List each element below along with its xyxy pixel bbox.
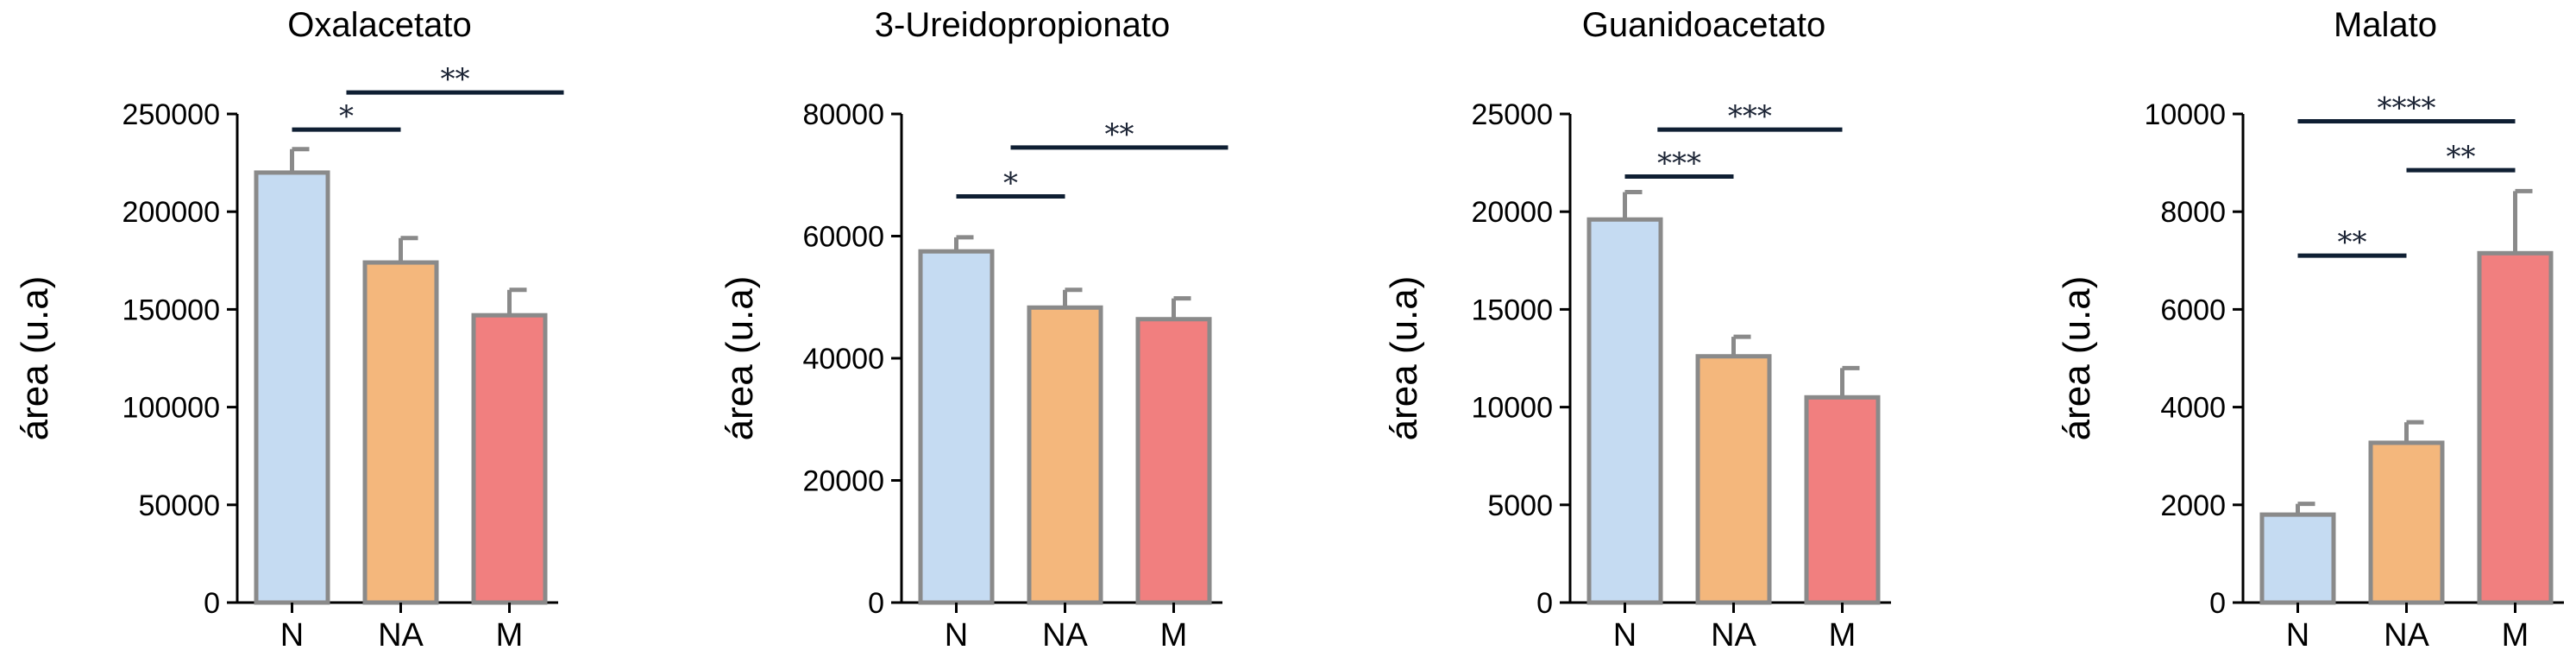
y-tick-label: 10000: [2144, 98, 2226, 131]
x-tick-label: N: [1613, 617, 1637, 654]
y-tick-label: 200000: [123, 196, 220, 229]
y-tick-label: 60000: [802, 221, 884, 254]
bar-na: [1027, 305, 1103, 605]
y-tick-label: 2000: [2160, 489, 2226, 522]
x-tick-label: M: [1829, 617, 1857, 654]
bar-na: [362, 260, 439, 605]
y-tick-label: 10000: [1471, 392, 1553, 425]
y-tick-label: 4000: [2160, 392, 2226, 425]
y-tick-label: 6000: [2160, 294, 2226, 326]
bar-na: [1695, 354, 1772, 605]
x-tick-label: NA: [1042, 617, 1088, 654]
chart-title: 3-Ureidopropionato: [875, 6, 1170, 44]
chart-panel-1: 3-Ureidopropionato área (u.a) 0 20000 40000 6…: [719, 6, 1228, 654]
y-tick-label: 250000: [123, 98, 220, 131]
chart-panel-2: Guanidoacetato área (u.a) 0 5000 10000 15000 2…: [1383, 6, 1891, 654]
significance-label: **: [2338, 225, 2367, 260]
y-tick-label: 25000: [1471, 98, 1553, 131]
significance-label: **: [1105, 117, 1134, 152]
bar-n: [254, 170, 330, 605]
y-tick-label: 20000: [802, 465, 884, 498]
bar-na: [2368, 440, 2445, 605]
y-tick-label: 0: [2209, 587, 2226, 620]
y-axis-label: área (u.a): [719, 276, 761, 441]
y-axis-label: área (u.a): [14, 276, 56, 441]
y-tick-label: 5000: [1487, 489, 1553, 522]
bar-m: [2477, 250, 2554, 605]
bar-n: [2259, 512, 2336, 605]
significance-label: ***: [1728, 99, 1772, 134]
x-tick-label: M: [496, 617, 524, 654]
x-tick-label: N: [2286, 617, 2309, 654]
y-tick-label: 0: [868, 587, 884, 620]
bar-n: [918, 249, 995, 605]
y-tick-label: 100000: [123, 392, 220, 425]
bar-m: [1804, 395, 1881, 605]
bar-m: [1135, 317, 1212, 605]
significance-label: ****: [2378, 91, 2436, 125]
y-tick-label: 40000: [802, 343, 884, 376]
y-axis-label: área (u.a): [2056, 276, 2098, 441]
y-tick-label: 80000: [802, 98, 884, 131]
chart-title: Guanidoacetato: [1582, 6, 1825, 44]
significance-label: **: [2447, 140, 2476, 174]
x-tick-label: M: [1160, 617, 1188, 654]
x-tick-label: N: [280, 617, 304, 654]
x-tick-label: M: [2502, 617, 2529, 654]
chart-title: Malato: [2334, 6, 2437, 44]
x-tick-label: NA: [378, 617, 424, 654]
x-tick-label: NA: [2384, 617, 2429, 654]
bar-n: [1586, 217, 1663, 605]
y-tick-label: 15000: [1471, 294, 1553, 326]
x-tick-label: NA: [1711, 617, 1756, 654]
significance-label: *: [1003, 167, 1018, 201]
y-tick-label: 150000: [123, 294, 220, 326]
y-tick-label: 8000: [2160, 196, 2226, 229]
y-tick-label: 50000: [138, 489, 220, 522]
significance-label: *: [339, 99, 354, 134]
significance-label: **: [441, 62, 470, 97]
y-tick-label: 20000: [1471, 196, 1553, 229]
y-axis-label: área (u.a): [1383, 276, 1425, 441]
y-tick-label: 0: [1536, 587, 1553, 620]
bar-m: [471, 313, 548, 605]
significance-label: ***: [1657, 146, 1701, 180]
y-tick-label: 0: [204, 587, 220, 620]
chart-panel-3: Malato área (u.a) 0 2000 4000 6000 8000 10000 N N…: [2056, 6, 2564, 654]
chart-title: Oxalacetato: [287, 6, 471, 44]
chart-panel-0: Oxalacetato área (u.a) 0 50000 100000 150000 2…: [14, 6, 564, 654]
x-tick-label: N: [945, 617, 968, 654]
